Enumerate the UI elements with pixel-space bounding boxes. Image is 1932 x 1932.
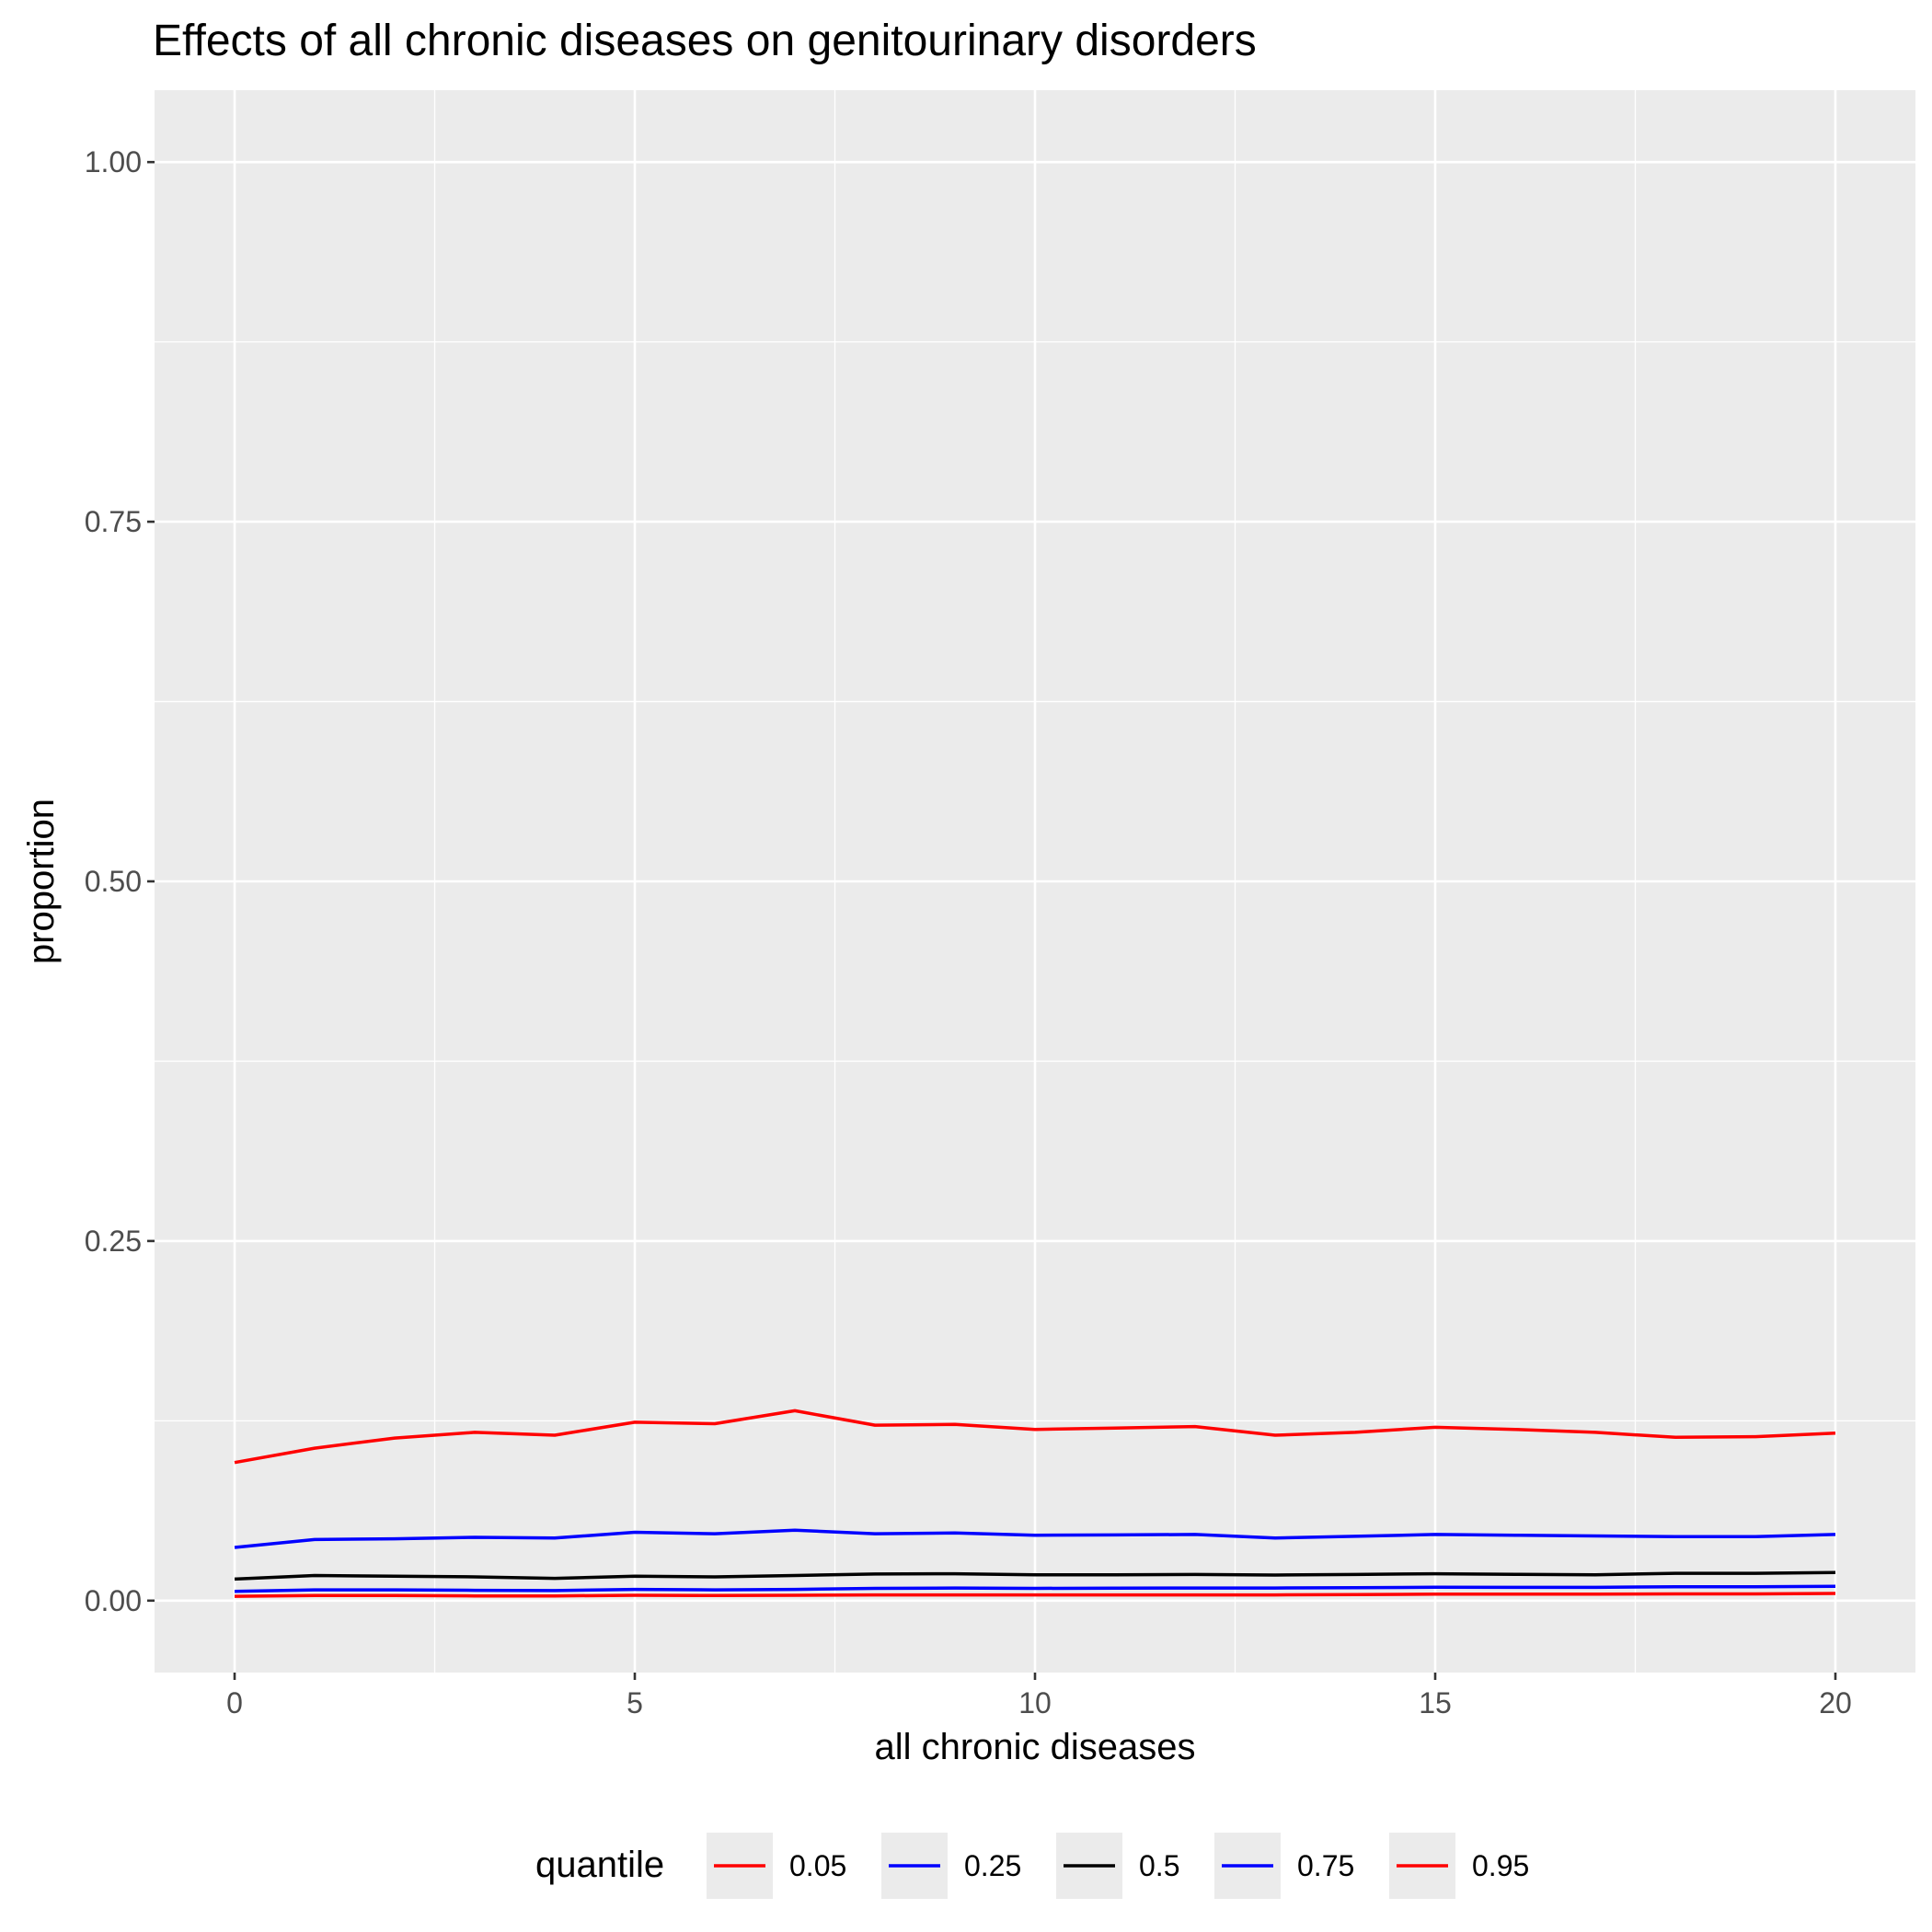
y-tick-label: 0.00 [85,1584,142,1617]
legend-label: 0.05 [789,1849,846,1882]
legend-title: quantile [535,1845,664,1885]
legend-label: 0.5 [1139,1849,1179,1882]
legend-item-0-95: 0.95 [1389,1833,1529,1899]
legend-item-0-5: 0.5 [1056,1833,1179,1899]
chart-title: Effects of all chronic diseases on genit… [153,17,1257,65]
legend-items: 0.05 0.25 0.5 0.75 0.95 [707,1833,1529,1899]
y-tick-label: 0.75 [85,505,142,538]
y-axis-title: proportion [21,799,62,964]
y-axis: 0.00 0.25 0.50 0.75 1.00 [85,145,155,1617]
y-tick-label: 0.25 [85,1225,142,1258]
series-line-0-75 [234,1528,1836,1549]
series-line-0-95 [234,1409,1836,1465]
series-line-0-05 [234,1592,1836,1598]
legend-label: 0.95 [1472,1849,1529,1882]
legend-item-0-75: 0.75 [1214,1833,1354,1899]
legend-label: 0.25 [964,1849,1021,1882]
x-tick-label: 10 [1018,1686,1052,1719]
legend-item-0-25: 0.25 [881,1833,1021,1899]
legend-label: 0.75 [1297,1849,1354,1882]
x-axis: 0 5 10 15 20 [226,1673,1852,1719]
series-lines [234,1409,1836,1598]
legend-item-0-05: 0.05 [707,1833,846,1899]
major-gridlines [155,90,1915,1673]
x-tick-label: 20 [1819,1686,1852,1719]
x-tick-label: 0 [226,1686,243,1719]
x-axis-title: all chronic diseases [874,1727,1195,1767]
y-tick-label: 0.50 [85,865,142,898]
y-tick-label: 1.00 [85,145,142,178]
x-tick-label: 5 [627,1686,643,1719]
series-line-0-25 [234,1584,1836,1593]
x-tick-label: 15 [1419,1686,1452,1719]
series-line-0-5 [234,1570,1836,1581]
legend: quantile 0.05 0.25 0.5 0.75 0.95 [535,1833,1529,1899]
